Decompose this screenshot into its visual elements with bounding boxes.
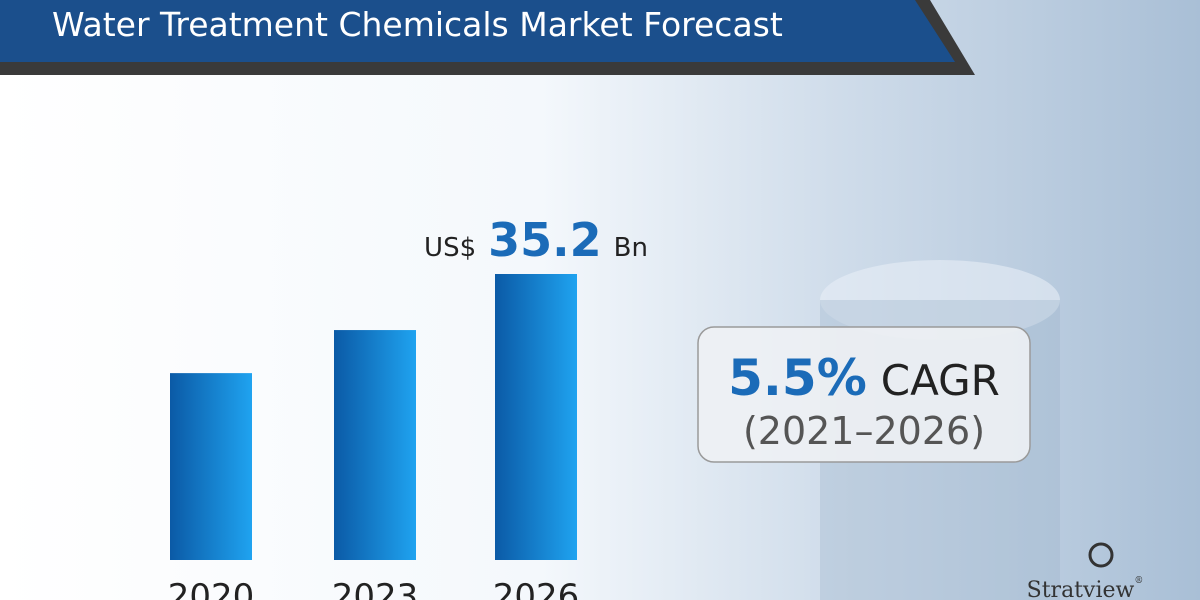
logo-mark: ® (1134, 576, 1143, 586)
cagr-label: CAGR (881, 356, 1000, 405)
value-prefix: US$ (424, 233, 476, 263)
cagr-period: (2021–2026) (743, 409, 985, 453)
value-number: 35.2 (488, 213, 602, 267)
cagr-value: 5.5% (728, 349, 867, 407)
bars (170, 274, 577, 560)
banner (0, 0, 955, 62)
logo: Stratview® (1027, 576, 1144, 600)
value-label: US$ 35.2 Bn (424, 213, 648, 267)
logo-icon (1088, 542, 1114, 568)
bar (170, 373, 252, 560)
x-tick-label: 2023 (332, 577, 419, 600)
value-suffix: Bn (614, 233, 648, 263)
chart-title: Water Treatment Chemicals Market Forecas… (52, 5, 783, 44)
x-tick-label: 2020 (168, 577, 255, 600)
decor (820, 260, 1060, 340)
cagr-line: 5.5% CAGR (728, 349, 1000, 407)
cagr-box (697, 326, 1031, 463)
bar (495, 274, 577, 560)
bar (334, 330, 416, 560)
x-tick-label: 2026 (493, 577, 580, 600)
logo-text: Stratview (1027, 578, 1135, 600)
